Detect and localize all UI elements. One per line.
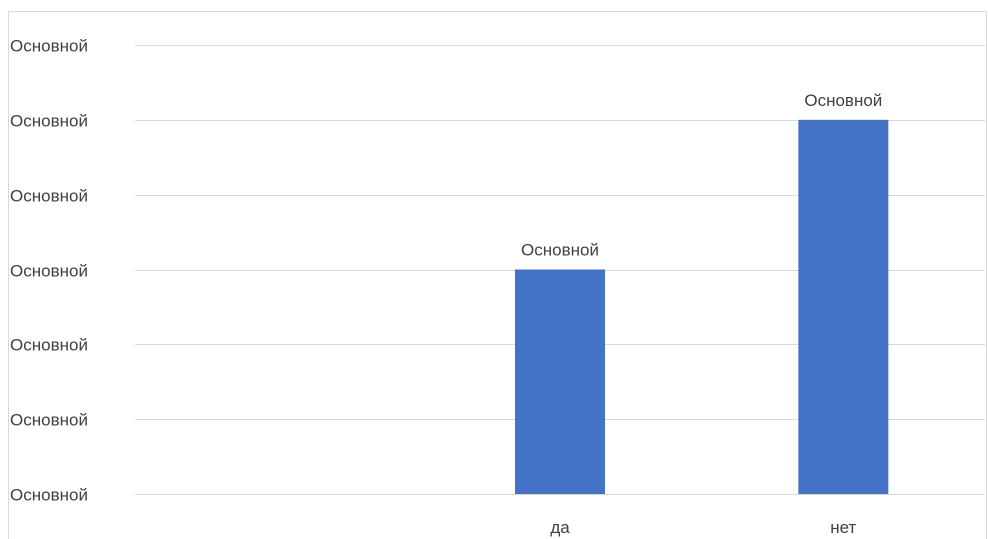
- x-axis-category-labels: да нет: [550, 518, 856, 537]
- y-tick-label: Основной: [10, 486, 88, 505]
- bar: [798, 119, 889, 494]
- x-category-label: нет: [830, 518, 856, 537]
- bars: [515, 119, 889, 494]
- bar: [515, 269, 605, 494]
- y-tick-label: Основной: [10, 411, 88, 430]
- y-tick-label: Основной: [10, 262, 88, 281]
- chart-border: [8, 11, 987, 539]
- y-axis-tick-labels: Основной Основной Основной Основной Основной…: [10, 37, 88, 505]
- y-tick-label: Основной: [10, 112, 88, 131]
- y-tick-label: Основной: [10, 37, 88, 56]
- data-labels: Основной Основной: [521, 91, 882, 260]
- y-tick-label: Основной: [10, 187, 88, 206]
- bar-data-label: Основной: [521, 241, 599, 260]
- x-category-label: да: [550, 518, 570, 537]
- y-tick-label: Основной: [10, 336, 88, 355]
- bar-data-label: Основной: [804, 91, 882, 110]
